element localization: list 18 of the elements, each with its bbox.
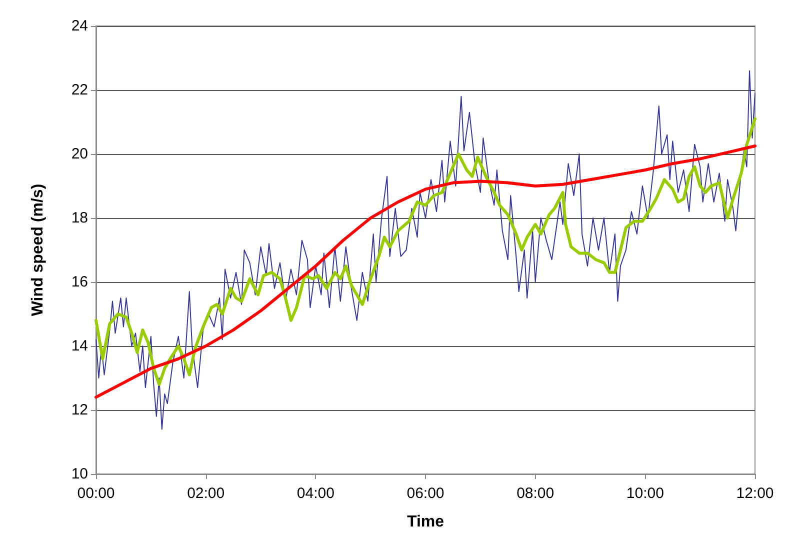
- y-tick-label: 24: [71, 18, 88, 34]
- x-tick-label: 02:00: [187, 485, 225, 502]
- y-axis-title: Wind speed (m/s): [30, 184, 46, 316]
- y-tick-label: 10: [71, 466, 88, 482]
- y-tick-label: 16: [71, 274, 88, 290]
- y-tick-label: 18: [71, 210, 88, 226]
- y-tick-label: 14: [71, 338, 88, 354]
- x-tick-label: 04:00: [296, 485, 334, 502]
- x-tick-label: 12:00: [736, 485, 774, 502]
- x-tick-label: 10:00: [626, 485, 664, 502]
- x-tick-label: 08:00: [516, 485, 554, 502]
- y-tick-label: 12: [71, 402, 88, 418]
- x-tick-label: 06:00: [406, 485, 444, 502]
- x-axis-title: Time: [406, 514, 444, 530]
- y-tick-label: 22: [71, 82, 88, 98]
- x-tick-label: 00:00: [77, 485, 115, 502]
- y-tick-label: 20: [71, 146, 88, 162]
- line-series: [96, 70, 756, 430]
